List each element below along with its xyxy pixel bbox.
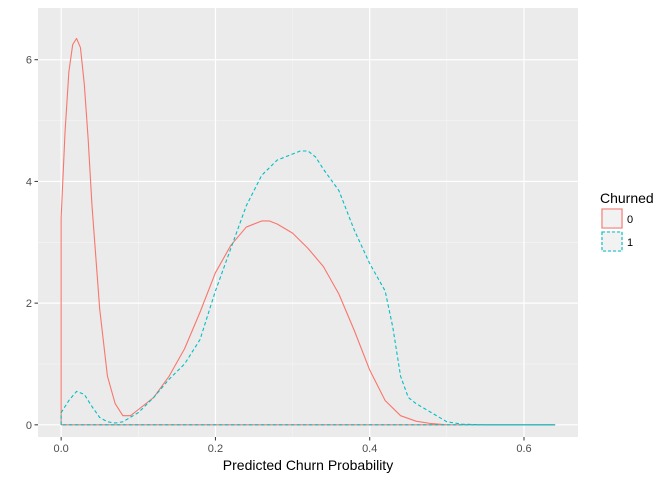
x-tick-label: 0.6	[516, 443, 531, 455]
minor-gridlines	[38, 8, 578, 437]
legend-swatch-0	[601, 208, 623, 229]
legend-title: Churned	[600, 190, 654, 206]
y-tick-label: 4	[26, 176, 32, 188]
x-axis-ticks: 0.0 0.2 0.4 0.6	[53, 437, 532, 455]
density-line-1	[60, 150, 556, 426]
x-tick-label: 0.2	[208, 443, 223, 455]
legend-label-0: 0	[627, 214, 633, 226]
legend-swatch-1	[601, 231, 623, 252]
legend-label-1: 1	[627, 237, 633, 249]
x-tick-label: 0.4	[362, 443, 377, 455]
panel-background	[38, 8, 578, 437]
y-axis-ticks: 0 2 4 6	[26, 55, 38, 432]
density-line-0	[60, 37, 556, 426]
density-series	[60, 37, 556, 426]
legend: Churned 0 1	[600, 190, 654, 252]
x-axis-title: Predicted Churn Probability	[223, 457, 393, 473]
y-tick-label: 0	[26, 420, 32, 432]
x-tick-label: 0.0	[53, 443, 68, 455]
y-tick-label: 2	[26, 298, 32, 310]
y-tick-label: 6	[26, 55, 32, 67]
